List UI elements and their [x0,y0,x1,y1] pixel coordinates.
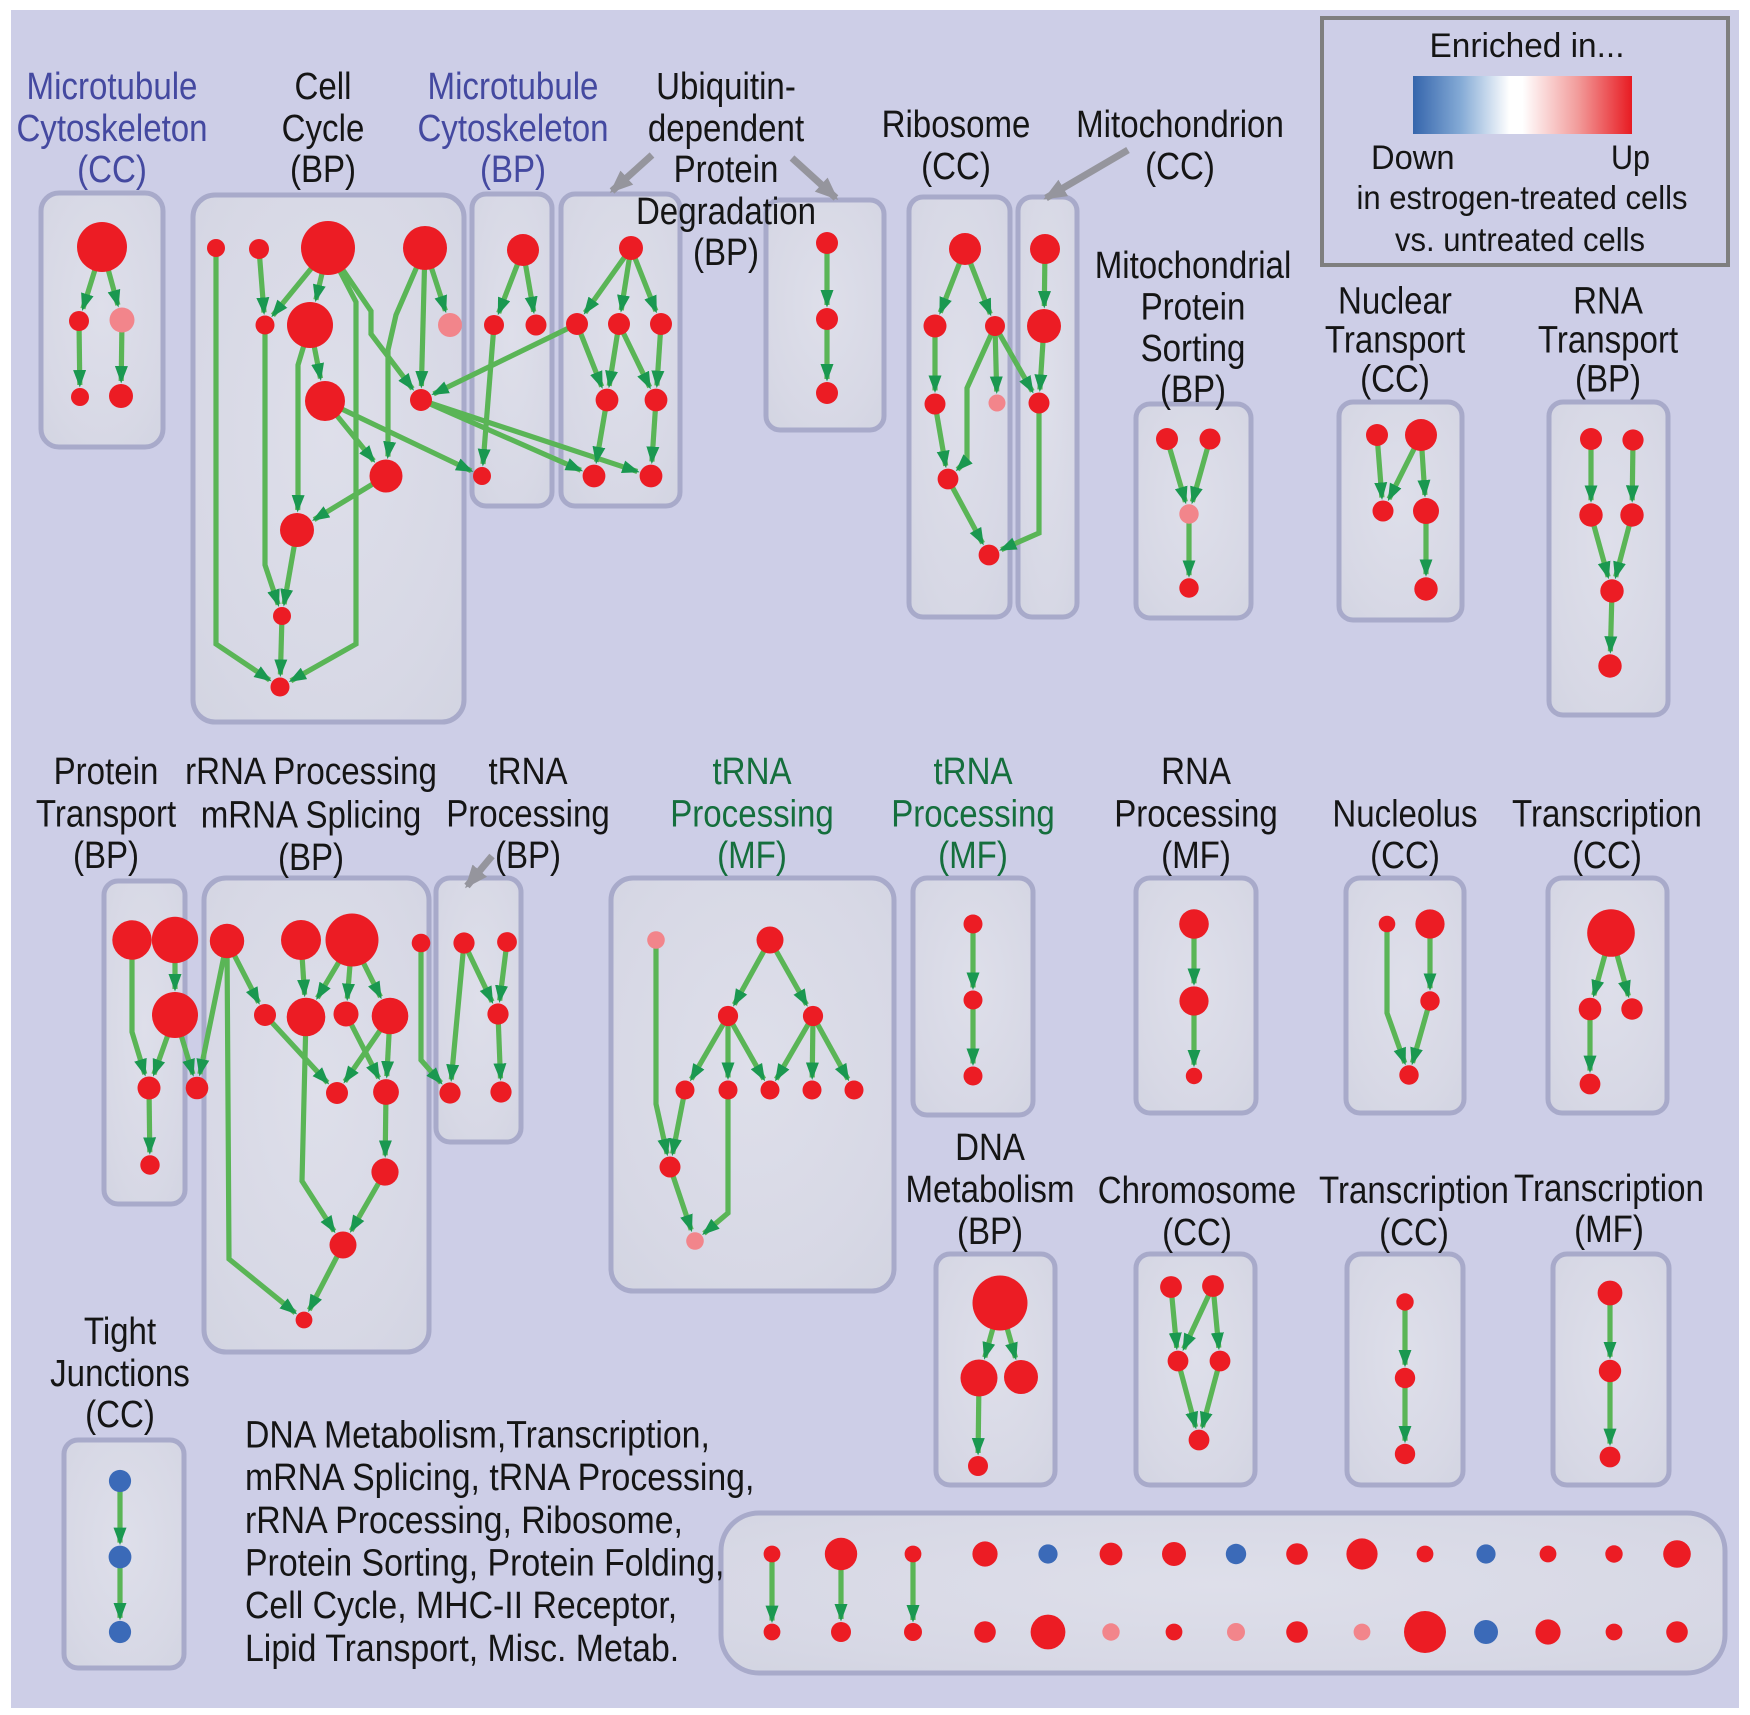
svg-text:Protein: Protein [674,149,779,191]
svg-text:in estrogen-treated cells: in estrogen-treated cells [1357,179,1688,216]
svg-text:Processing: Processing [891,794,1055,836]
svg-text:Transport: Transport [1325,320,1466,362]
svg-text:(CC): (CC) [85,1394,155,1436]
svg-text:Transport: Transport [1538,320,1679,362]
svg-text:Cytoskeleton: Cytoskeleton [417,108,608,150]
svg-text:rRNA Processing, Ribosome,: rRNA Processing, Ribosome, [245,1500,683,1542]
svg-text:Processing: Processing [670,794,834,836]
svg-text:(MF): (MF) [1161,835,1231,877]
svg-text:Protein: Protein [1141,287,1246,329]
svg-text:rRNA Processing: rRNA Processing [185,751,437,793]
svg-text:(BP): (BP) [480,149,546,191]
svg-text:Protein Sorting, Protein Foldi: Protein Sorting, Protein Folding, [245,1543,724,1585]
svg-text:Mitochondrial: Mitochondrial [1095,245,1292,287]
svg-text:(MF): (MF) [717,835,787,877]
svg-text:Down: Down [1371,139,1455,177]
svg-text:tRNA: tRNA [713,751,793,793]
svg-text:Microtubule: Microtubule [428,66,599,108]
svg-text:(BP): (BP) [1160,369,1226,411]
svg-text:(MF): (MF) [938,835,1008,877]
svg-text:(BP): (BP) [693,232,759,274]
svg-text:Enriched in...: Enriched in... [1430,27,1625,65]
svg-text:Transport: Transport [36,794,177,836]
svg-text:Mitochondrion: Mitochondrion [1076,104,1284,146]
svg-text:(BP): (BP) [1575,359,1641,401]
svg-text:(CC): (CC) [1572,835,1642,877]
svg-text:Transcription: Transcription [1319,1170,1509,1212]
svg-text:Nuclear: Nuclear [1338,281,1452,323]
svg-text:mRNA Splicing, tRNA Processing: mRNA Splicing, tRNA Processing, [245,1457,754,1499]
svg-text:tRNA: tRNA [489,751,569,793]
svg-text:Microtubule: Microtubule [27,66,198,108]
svg-text:Cytoskeleton: Cytoskeleton [16,108,207,150]
svg-text:Cycle: Cycle [282,108,365,150]
svg-text:(CC): (CC) [1162,1212,1232,1254]
svg-text:Transcription: Transcription [1514,1168,1704,1210]
svg-text:Chromosome: Chromosome [1098,1170,1296,1212]
svg-text:(CC): (CC) [921,146,991,188]
svg-text:Ribosome: Ribosome [882,104,1031,146]
svg-text:Nucleolus: Nucleolus [1332,794,1477,836]
svg-text:Sorting: Sorting [1141,328,1246,370]
svg-text:Ubiquitin-: Ubiquitin- [656,66,796,108]
svg-text:Metabolism: Metabolism [906,1169,1075,1211]
svg-text:Processing: Processing [1114,794,1278,836]
svg-text:Protein: Protein [54,751,159,793]
svg-text:Cell Cycle, MHC-II Receptor,: Cell Cycle, MHC-II Receptor, [245,1585,677,1627]
svg-text:tRNA: tRNA [934,751,1014,793]
svg-text:(MF): (MF) [1574,1209,1644,1251]
svg-text:Up: Up [1611,139,1650,177]
svg-text:(BP): (BP) [73,835,139,877]
svg-text:vs. untreated cells: vs. untreated cells [1395,221,1645,258]
svg-text:mRNA Splicing: mRNA Splicing [201,795,422,837]
svg-text:Lipid Transport, Misc. Metab.: Lipid Transport, Misc. Metab. [245,1628,679,1670]
svg-text:DNA Metabolism,Transcription,: DNA Metabolism,Transcription, [245,1414,710,1456]
svg-text:(BP): (BP) [957,1211,1023,1253]
svg-text:RNA: RNA [1573,281,1643,323]
svg-text:(CC): (CC) [1370,835,1440,877]
svg-text:DNA: DNA [955,1127,1025,1169]
svg-text:Tight: Tight [84,1311,157,1353]
svg-text:Cell: Cell [295,66,352,108]
svg-text:(BP): (BP) [495,835,561,877]
svg-text:(BP): (BP) [278,837,344,879]
svg-text:(CC): (CC) [1145,146,1215,188]
svg-text:Transcription: Transcription [1512,794,1702,836]
svg-text:(CC): (CC) [1360,359,1430,401]
svg-text:Degradation: Degradation [636,191,816,233]
svg-text:Junctions: Junctions [50,1353,190,1395]
svg-text:(CC): (CC) [1379,1212,1449,1254]
svg-text:(CC): (CC) [77,149,147,191]
svg-text:Processing: Processing [446,794,610,836]
svg-text:(BP): (BP) [290,149,356,191]
svg-text:dependent: dependent [648,108,805,150]
svg-text:RNA: RNA [1161,751,1231,793]
